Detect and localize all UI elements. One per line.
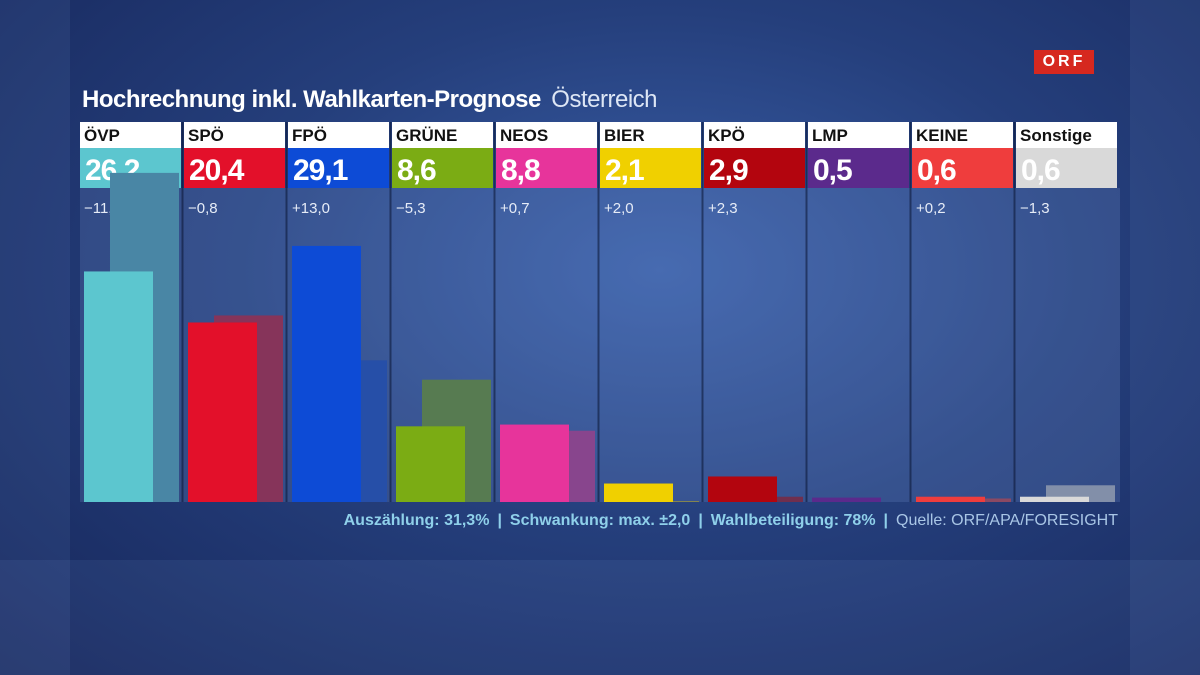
party-header-bg bbox=[1016, 122, 1117, 148]
change-label: +0,7 bbox=[500, 200, 530, 217]
party-header-bg bbox=[184, 122, 285, 148]
change-label: −1,3 bbox=[1020, 200, 1050, 217]
chart-subtitle: Österreich bbox=[551, 86, 657, 113]
bar bbox=[500, 424, 569, 502]
change-label: +13,0 bbox=[292, 200, 330, 217]
party-name-label: SPÖ bbox=[188, 126, 224, 145]
footer-separator: | bbox=[497, 512, 502, 529]
footer-range: Schwankung: max. ±2,0 bbox=[509, 512, 691, 529]
value-box bbox=[288, 148, 389, 188]
footer-separator: | bbox=[698, 512, 703, 529]
value-box bbox=[808, 148, 909, 188]
change-label: −5,3 bbox=[396, 200, 426, 217]
chart-footer: Auszählung: 31,3% | Schwankung: max. ±2,0 |… bbox=[0, 512, 1118, 530]
chart-heading: Hochrechnung inkl. Wahlkarten-Prognose Ö… bbox=[82, 86, 657, 120]
party-name-label: Sonstige bbox=[1020, 126, 1092, 145]
data-label: 0,6 bbox=[1021, 154, 1060, 187]
footer-source: Quelle: ORF/APA/FORESIGHT bbox=[896, 512, 1118, 529]
party-header-bg bbox=[704, 122, 805, 148]
value-box bbox=[496, 148, 597, 188]
party-name-label: ÖVP bbox=[84, 126, 120, 145]
value-box bbox=[1016, 148, 1117, 188]
value-box bbox=[912, 148, 1013, 188]
footer-count: Auszählung: 31,3% bbox=[343, 512, 490, 529]
footer-turnout: Wahlbeteiligung: 78% bbox=[710, 512, 876, 529]
orf-logo: ORF bbox=[1034, 50, 1094, 74]
data-label: 20,4 bbox=[189, 154, 245, 187]
party-header-bg bbox=[600, 122, 701, 148]
value-box bbox=[392, 148, 493, 188]
data-label: 2,1 bbox=[605, 154, 644, 187]
party-name-label: KPÖ bbox=[708, 126, 745, 145]
bar bbox=[916, 496, 985, 502]
bar bbox=[812, 497, 881, 502]
party-header-bg bbox=[808, 122, 909, 148]
party-header-bg bbox=[912, 122, 1013, 148]
chart-title: Hochrechnung inkl. Wahlkarten-Prognose bbox=[82, 86, 541, 113]
party-name-label: BIER bbox=[604, 126, 645, 145]
bar bbox=[708, 476, 777, 502]
party-name-label: FPÖ bbox=[292, 126, 327, 145]
change-label: −0,8 bbox=[188, 200, 218, 217]
party-name-label: GRÜNE bbox=[396, 126, 457, 145]
party-name-label: NEOS bbox=[500, 126, 548, 145]
data-label: 2,9 bbox=[709, 154, 748, 187]
party-header-bg bbox=[392, 122, 493, 148]
party-name-label: KEINE bbox=[916, 126, 968, 145]
background-streak bbox=[0, 0, 70, 675]
change-label: +2,3 bbox=[708, 200, 738, 217]
bar bbox=[396, 426, 465, 502]
change-label: +0,2 bbox=[916, 200, 946, 217]
party-header-bg bbox=[496, 122, 597, 148]
data-label: 29,1 bbox=[293, 154, 348, 187]
bar bbox=[604, 483, 673, 502]
party-header-bg bbox=[80, 122, 181, 148]
background-streak bbox=[0, 560, 1200, 675]
data-label: 0,6 bbox=[917, 154, 956, 187]
data-label: 8,6 bbox=[397, 154, 436, 187]
bar bbox=[188, 322, 257, 502]
party-header-bg bbox=[288, 122, 389, 148]
data-label: 0,5 bbox=[813, 154, 852, 187]
change-label: +2,0 bbox=[604, 200, 634, 217]
data-label: 8,8 bbox=[501, 154, 540, 187]
bar bbox=[1020, 496, 1089, 502]
footer-separator: | bbox=[883, 512, 889, 529]
bar bbox=[292, 245, 361, 503]
value-box bbox=[704, 148, 805, 188]
value-box bbox=[184, 148, 285, 188]
party-name-label: LMP bbox=[812, 126, 848, 145]
bar bbox=[84, 271, 153, 502]
background-streak bbox=[1130, 0, 1200, 675]
value-box bbox=[600, 148, 701, 188]
